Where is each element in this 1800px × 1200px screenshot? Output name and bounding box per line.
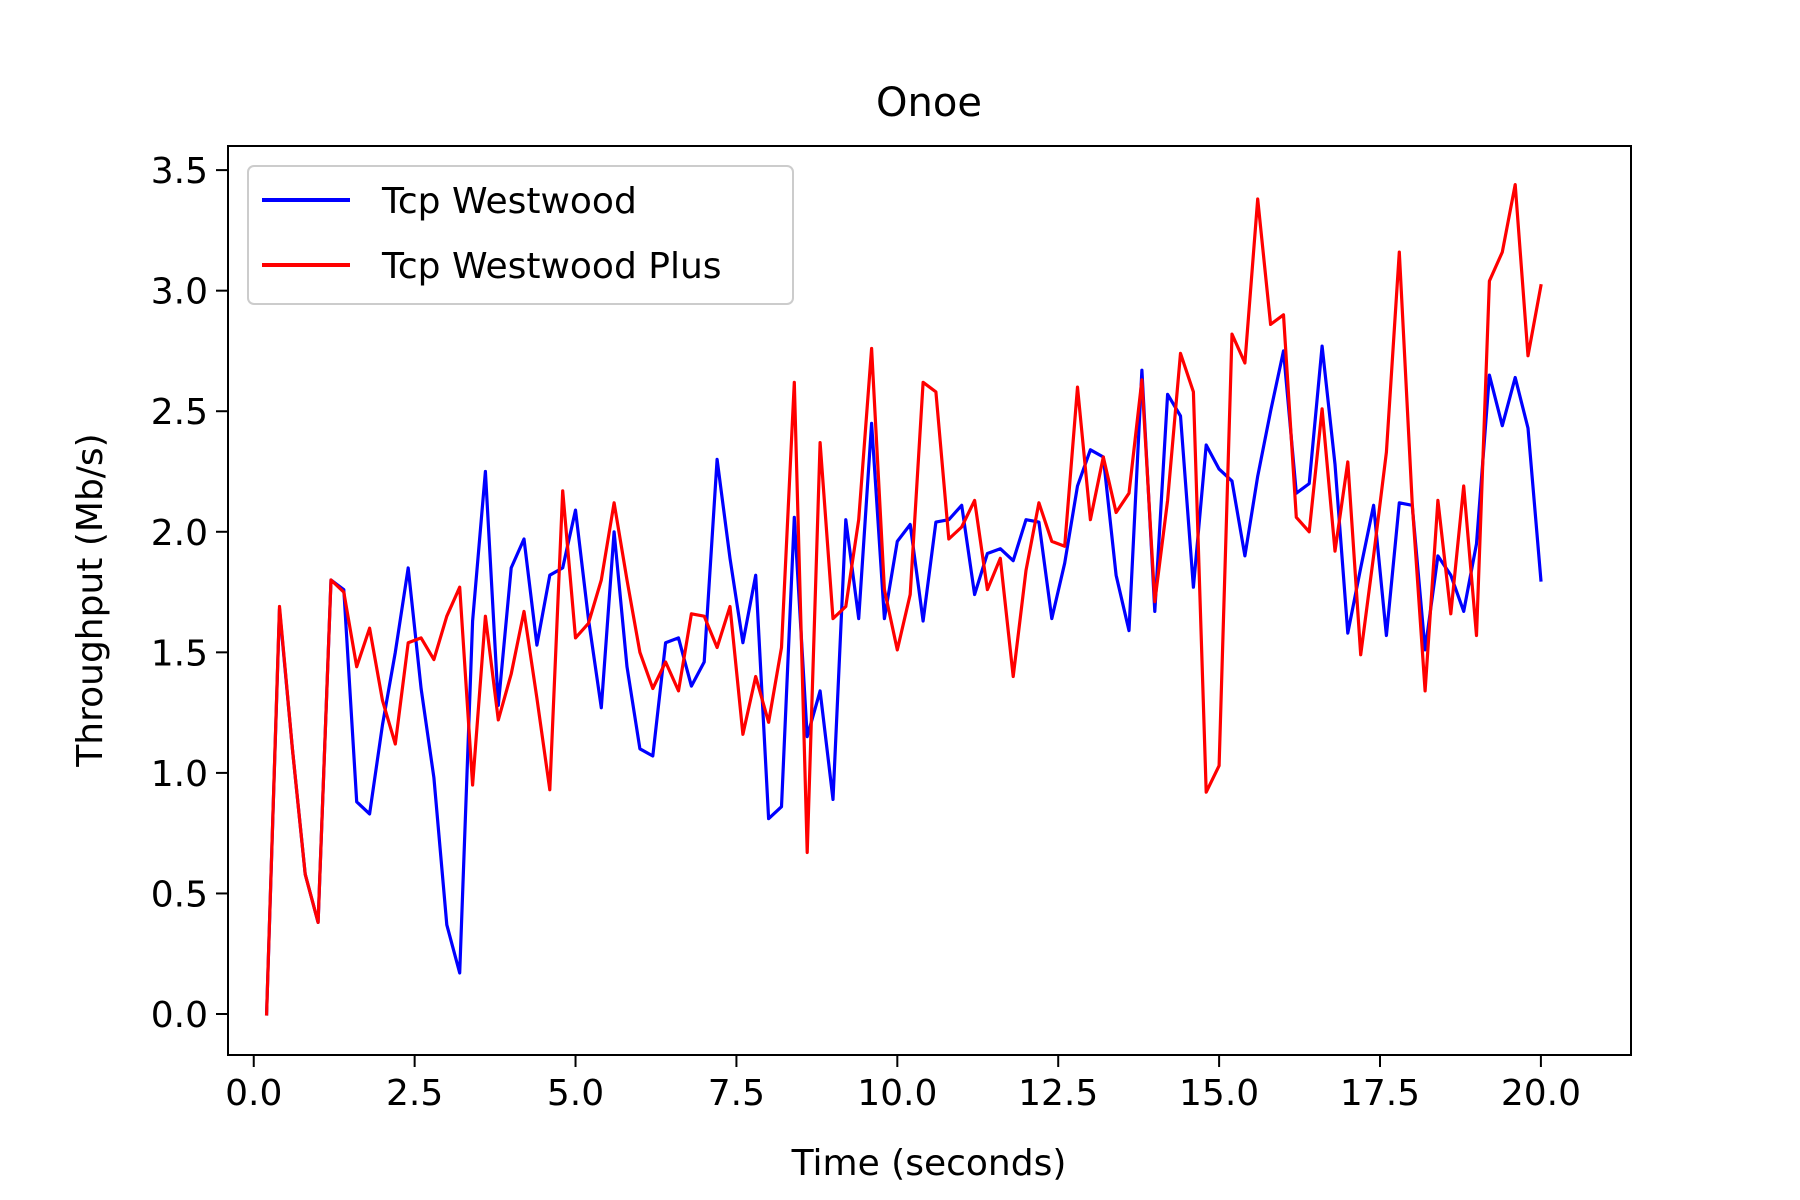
y-axis: 0.0 0.5 1.0 1.5 2.0 2.5 3.0 3.5: [151, 151, 228, 1036]
chart-title: Onoe: [876, 80, 982, 126]
x-tick-label: 15.0: [1179, 1073, 1259, 1114]
x-tick-label: 12.5: [1018, 1073, 1098, 1114]
legend: Tcp Westwood Tcp Westwood Plus: [247, 165, 794, 305]
x-tick-label: 10.0: [857, 1073, 937, 1114]
plot-frame: [227, 145, 1632, 1056]
x-tick-label: 17.5: [1340, 1073, 1420, 1114]
x-tick-label: 0.0: [225, 1073, 282, 1114]
x-axis: 0.0 2.5 5.0 7.5 10.0 12.5 15.0 17.5 20.0: [225, 1055, 1581, 1114]
legend-box: [247, 165, 794, 305]
x-tick-label: 5.0: [547, 1073, 604, 1114]
y-tick-label: 2.5: [151, 392, 208, 433]
y-tick-label: 1.5: [151, 633, 208, 674]
plot-area: [227, 145, 1632, 1056]
series-line-tcp-westwood-plus: [264, 183, 1543, 1016]
y-tick-label: 3.0: [151, 272, 208, 313]
series-lines: [264, 183, 1543, 1016]
y-axis-label: Throughput (Mb/s): [70, 433, 111, 767]
y-tick-label: 0.0: [151, 995, 208, 1036]
y-tick-label: 1.0: [151, 754, 208, 795]
x-axis-label: Time (seconds): [791, 1143, 1067, 1184]
x-tick-label: 20.0: [1501, 1073, 1581, 1114]
y-tick-label: 2.0: [151, 513, 208, 554]
legend-label-tcp-westwood-plus: Tcp Westwood Plus: [381, 246, 722, 287]
y-tick-label: 3.5: [151, 151, 208, 192]
series-line-tcp-westwood: [264, 344, 1543, 1016]
y-tick-label: 0.5: [151, 874, 208, 915]
legend-label-tcp-westwood: Tcp Westwood: [381, 181, 637, 222]
x-tick-label: 2.5: [386, 1073, 443, 1114]
x-tick-label: 7.5: [708, 1073, 765, 1114]
